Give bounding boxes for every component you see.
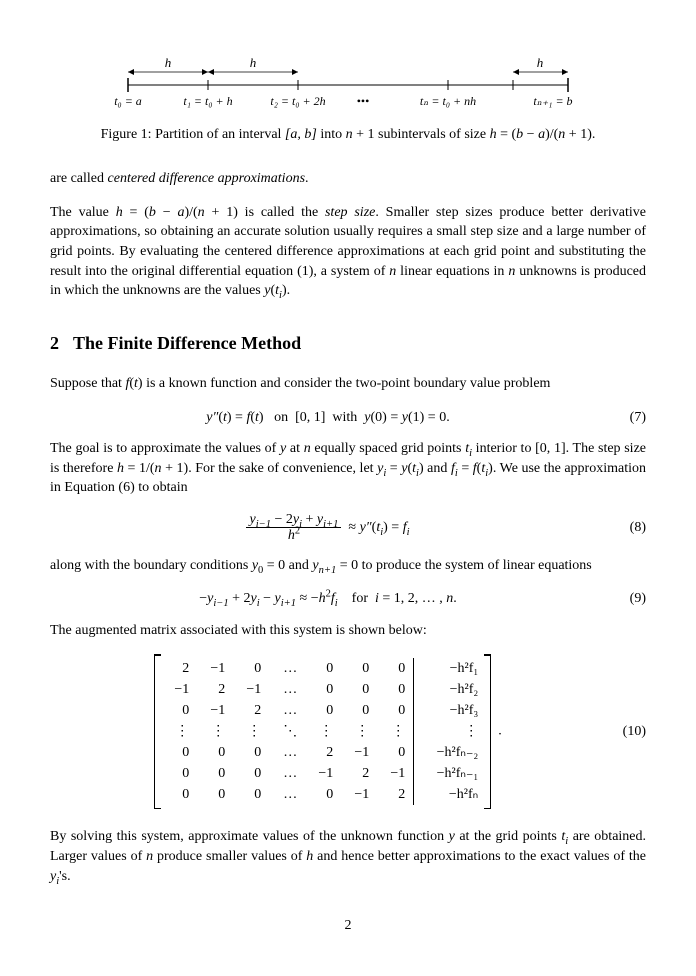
matrix-cell: 2 <box>203 679 225 700</box>
matrix-cell: −1 <box>203 658 225 679</box>
matrix-cell: 0 <box>239 658 261 679</box>
matrix-cell: ⋮ <box>239 721 261 742</box>
matrix-cell: 2 <box>383 784 405 805</box>
equation-10-body: 2−10…000−12−1…0000−12…000⋮⋮⋮⋱⋮⋮⋮000…2−10… <box>50 654 606 809</box>
paragraph-suppose: Suppose that f(t) is a known function an… <box>50 374 646 394</box>
matrix-cell: 0 <box>383 679 405 700</box>
equation-8-number: (8) <box>606 518 646 538</box>
equation-10-number: (10) <box>606 722 646 742</box>
matrix-rhs-cell: −h²f₂ <box>422 679 478 700</box>
paragraph-augmented: The augmented matrix associated with thi… <box>50 621 646 641</box>
section-2-heading: 2 The Finite Difference Method <box>50 331 646 356</box>
matrix-cell: 0 <box>347 700 369 721</box>
matrix-rhs-cell: −h²f₁ <box>422 658 478 679</box>
section-number: 2 <box>50 331 59 356</box>
paragraph-centered-diff: are called centered difference approxima… <box>50 169 646 189</box>
matrix-cell: ⋱ <box>275 721 297 742</box>
matrix-cell: … <box>275 784 297 805</box>
matrix-cell: 0 <box>167 763 189 784</box>
svg-text:h: h <box>165 55 172 70</box>
matrix-cell: 2 <box>311 742 333 763</box>
matrix-cell: 0 <box>311 658 333 679</box>
equation-8-body: yi−1 − 2yi + yi+1h2 ≈ y″(ti) = fi <box>50 512 606 544</box>
matrix-cell: 0 <box>383 700 405 721</box>
paragraph-solving: By solving this system, approximate valu… <box>50 827 646 886</box>
equation-8: yi−1 − 2yi + yi+1h2 ≈ y″(ti) = fi (8) <box>50 512 646 544</box>
matrix-cell: … <box>275 700 297 721</box>
matrix-cell: −1 <box>239 679 261 700</box>
matrix-cell: 0 <box>239 763 261 784</box>
matrix-cell: … <box>275 742 297 763</box>
section-title: The Finite Difference Method <box>73 333 301 353</box>
matrix-cell: … <box>275 679 297 700</box>
paragraph-step-size: The value h = (b − a)/(n + 1) is called … <box>50 203 646 301</box>
matrix-cell: 0 <box>311 700 333 721</box>
matrix-cell: 0 <box>203 742 225 763</box>
paragraph-goal: The goal is to approximate the values of… <box>50 439 646 498</box>
svg-text:•••: ••• <box>357 94 370 108</box>
matrix-cell: 0 <box>347 658 369 679</box>
equation-7-body: y″(t) = f(t) on [0, 1] with y(0) = y(1) … <box>50 408 606 428</box>
page-number: 2 <box>50 916 646 936</box>
figure-1-diagram: h h h t₀ = a t₁ = t₀ + h t₂ = t₀ + 2h ••… <box>50 50 646 117</box>
matrix-cell: −1 <box>167 679 189 700</box>
equation-7-number: (7) <box>606 408 646 428</box>
matrix-cell: 2 <box>347 763 369 784</box>
matrix-rhs-cell: −h²fₙ <box>422 784 478 805</box>
matrix-cell: −1 <box>347 784 369 805</box>
augmented-matrix: 2−10…000−12−1…0000−12…000⋮⋮⋮⋱⋮⋮⋮000…2−10… <box>154 654 491 809</box>
matrix-cell: ⋮ <box>167 721 189 742</box>
matrix-cell: … <box>275 763 297 784</box>
matrix-cell: 0 <box>383 658 405 679</box>
matrix-rhs-cell: −h²fₙ₋₁ <box>422 763 478 784</box>
equation-7: y″(t) = f(t) on [0, 1] with y(0) = y(1) … <box>50 408 646 428</box>
matrix-cell: 0 <box>167 742 189 763</box>
matrix-cell: 0 <box>311 784 333 805</box>
matrix-cell: −1 <box>203 700 225 721</box>
matrix-rhs-cell: ⋮ <box>422 721 478 742</box>
matrix-cell: ⋮ <box>203 721 225 742</box>
equation-9-number: (9) <box>606 589 646 609</box>
matrix-cell: ⋮ <box>347 721 369 742</box>
matrix-cell: … <box>275 658 297 679</box>
equation-9: −yi−1 + 2yi − yi+1 ≈ −h2fi for i = 1, 2,… <box>50 589 646 609</box>
svg-text:t₁ = t₀ + h: t₁ = t₀ + h <box>183 94 232 108</box>
matrix-cell: ⋮ <box>383 721 405 742</box>
matrix-cell: 2 <box>167 658 189 679</box>
matrix-cell: 0 <box>167 784 189 805</box>
matrix-cell: 0 <box>167 700 189 721</box>
svg-text:t₀ = a: t₀ = a <box>114 94 142 108</box>
matrix-cell: −1 <box>347 742 369 763</box>
paragraph-boundary: along with the boundary conditions y0 = … <box>50 556 646 576</box>
matrix-cell: 0 <box>383 742 405 763</box>
matrix-cell: 0 <box>239 742 261 763</box>
matrix-cell: 0 <box>203 784 225 805</box>
matrix-rhs-cell: −h²fₙ₋₂ <box>422 742 478 763</box>
caption-text: Figure 1: Partition of an interval <box>101 127 285 142</box>
matrix-cell: −1 <box>311 763 333 784</box>
svg-text:tₙ = t₀ + nh: tₙ = t₀ + nh <box>420 94 476 108</box>
svg-text:tₙ₊₁ = b: tₙ₊₁ = b <box>533 94 572 108</box>
figure-1-caption: Figure 1: Partition of an interval [a, b… <box>50 125 646 145</box>
matrix-cell: −1 <box>383 763 405 784</box>
matrix-cell: 0 <box>239 784 261 805</box>
equation-9-body: −yi−1 + 2yi − yi+1 ≈ −h2fi for i = 1, 2,… <box>50 589 606 609</box>
matrix-rhs-cell: −h²f₃ <box>422 700 478 721</box>
svg-text:h: h <box>250 55 257 70</box>
svg-text:t₂ = t₀ + 2h: t₂ = t₀ + 2h <box>270 94 325 108</box>
svg-text:h: h <box>537 55 544 70</box>
matrix-cell: ⋮ <box>311 721 333 742</box>
matrix-cell: 0 <box>203 763 225 784</box>
matrix-cell: 2 <box>239 700 261 721</box>
matrix-cell: 0 <box>311 679 333 700</box>
matrix-cell: 0 <box>347 679 369 700</box>
equation-10: 2−10…000−12−1…0000−12…000⋮⋮⋮⋱⋮⋮⋮000…2−10… <box>50 654 646 809</box>
